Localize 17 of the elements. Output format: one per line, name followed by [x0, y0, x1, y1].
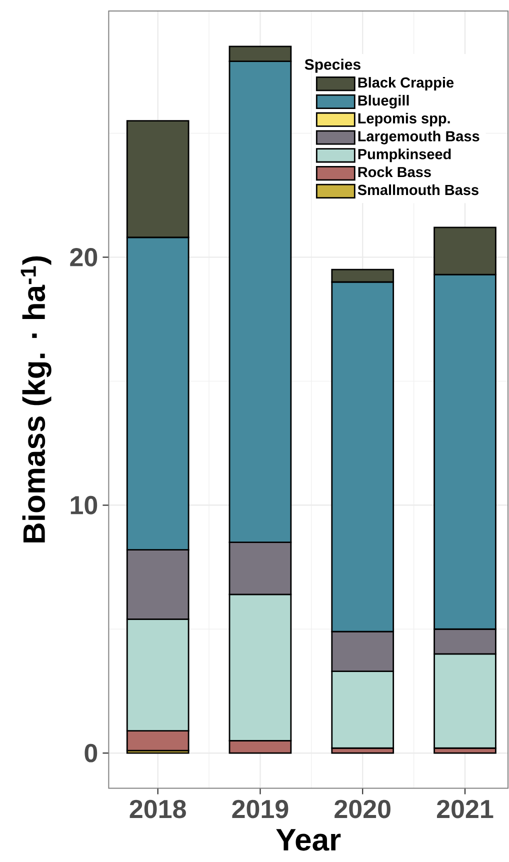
x-tick-label: 2018	[130, 800, 186, 818]
legend-label: Lepomis spp.	[358, 112, 450, 126]
legend-label: Smallmouth Bass	[358, 184, 478, 196]
x-tick-label: 2019	[232, 800, 288, 818]
y-tick-label: 20	[70, 248, 98, 266]
x-tick-label: 2021	[436, 800, 494, 818]
y-tick-label: 10	[70, 496, 98, 514]
x-axis-title: Year	[276, 829, 341, 851]
legend-label: Rock Bass	[358, 166, 431, 178]
legend-label: Pumpkinseed	[358, 148, 451, 162]
legend-label: Bluegill	[358, 94, 409, 109]
x-tick-label: 2020	[334, 800, 390, 818]
legend-title: Species	[304, 58, 360, 73]
y-axis-title: Biomass (kg. · ha$^{-1}$)	[20, 256, 52, 542]
y-tick-label: 0	[84, 744, 98, 762]
legend-label: Black Crappie	[358, 77, 454, 91]
legend-label: Largemouth Bass	[358, 130, 480, 144]
